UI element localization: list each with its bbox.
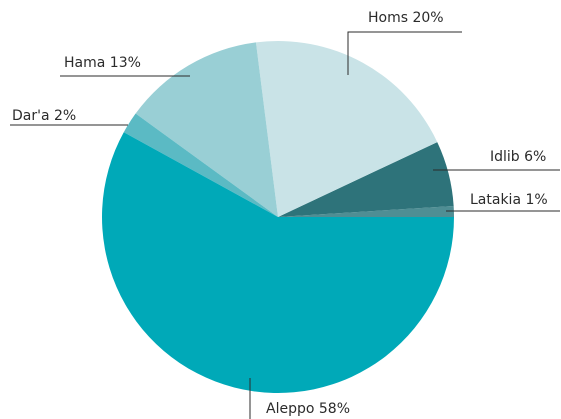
pie-slice (255, 41, 438, 218)
slice-label: Dar'a 2% (12, 108, 76, 124)
pie-slice (135, 42, 278, 217)
value-label: 1% (525, 192, 547, 208)
value-label: 2% (54, 108, 76, 124)
slice-label: Latakia 1% (470, 192, 548, 208)
leader-line (347, 31, 462, 75)
category-label: Latakia (470, 192, 521, 208)
value-label: 6% (524, 149, 546, 165)
category-label: Homs (368, 10, 408, 26)
value-label: 13% (110, 55, 141, 71)
slice-label: Idlib 6% (490, 149, 546, 165)
category-label: Aleppo (266, 401, 314, 417)
slice-label: Hama 13% (64, 55, 141, 71)
slice-label: Aleppo 58% (266, 401, 350, 417)
pie-slice (278, 142, 454, 217)
pie-slice (123, 113, 279, 217)
category-label: Dar'a (12, 108, 50, 124)
pie-slice (278, 205, 454, 217)
value-label: 20% (412, 10, 443, 26)
category-label: Idlib (490, 149, 520, 165)
value-label: 58% (319, 401, 350, 417)
slice-label: Homs 20% (368, 10, 444, 26)
pie-slice (102, 132, 455, 393)
category-label: Hama (64, 55, 105, 71)
